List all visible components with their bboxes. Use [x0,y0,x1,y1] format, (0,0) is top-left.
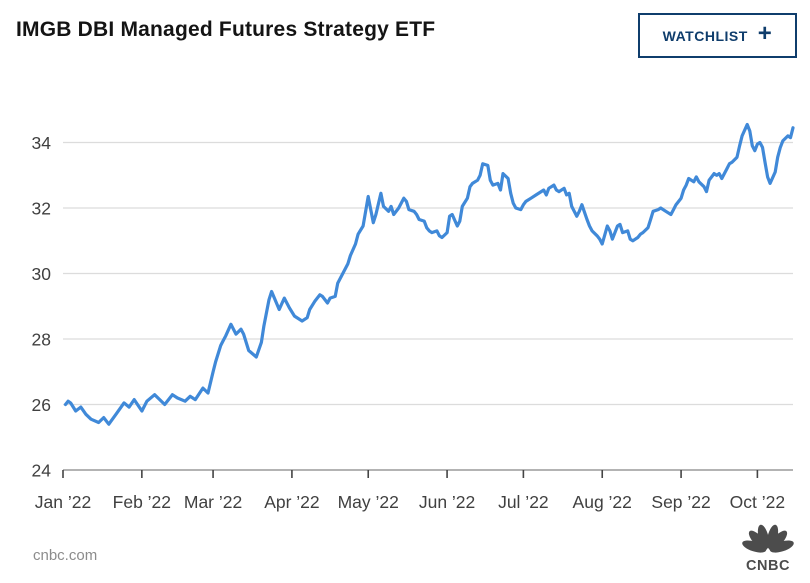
cnbc-logo-text: CNBC [746,558,790,573]
peacock-icon [742,524,794,553]
y-tick-label-26: 26 [32,395,51,415]
cnbc-logo: CNBC [742,524,794,573]
watchlist-button[interactable]: WATCHLIST + [638,13,797,58]
y-tick-label-32: 32 [32,199,51,219]
y-tick-label-24: 24 [32,461,52,481]
source-attribution: cnbc.com [33,547,98,564]
plus-icon: + [757,20,773,47]
x-tick-label-2: Mar ’22 [184,492,242,512]
x-tick-label-1: Feb ’22 [113,492,171,512]
price-line-0 [63,122,795,426]
x-tick-label-7: Aug ’22 [573,492,632,512]
price-chart: 24 26 28 30 32 34 Jan ’22 Feb ’22 Mar ’22 Apr ’22… [32,122,795,512]
x-tick-label-6: Jul ’22 [498,492,549,512]
watchlist-button-label: WATCHLIST [662,27,748,44]
x-tick-label-5: Jun ’22 [419,492,475,512]
x-tick-label-0: Jan ’22 [35,492,91,512]
x-tick-label-8: Sep ’22 [651,492,710,512]
y-tick-label-28: 28 [32,330,51,350]
y-tick-label-30: 30 [32,264,52,284]
x-tick-label-4: May ’22 [338,492,399,512]
page-title: IMGB DBI Managed Futures Strategy ETF [16,18,436,41]
x-tick-label-9: Oct ’22 [730,492,785,512]
y-tick-label-34: 34 [32,133,52,153]
x-tick-label-3: Apr ’22 [264,492,319,512]
